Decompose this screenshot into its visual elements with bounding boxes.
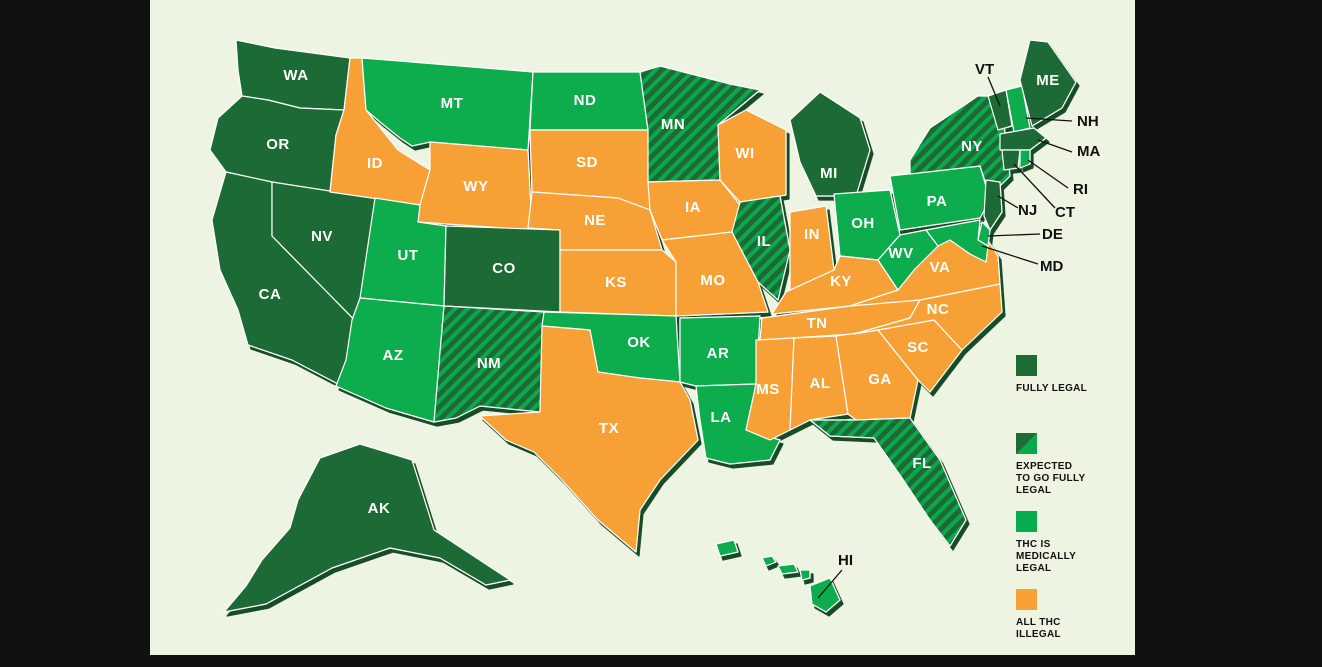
label-CO: CO (492, 260, 516, 277)
leader-NH (1025, 117, 1073, 122)
label-PA: PA (927, 193, 948, 210)
legend-swatch-fully_legal (1016, 355, 1037, 376)
leader-HI (817, 569, 843, 599)
state-HI[interactable] (809, 577, 841, 613)
state-HI-island-1[interactable] (761, 555, 777, 567)
legend-label-medical: THC IS MEDICALLY LEGAL (1016, 539, 1077, 574)
leader-RI (1027, 159, 1069, 189)
legend-item-illegal: ALL THC ILLEGAL (1016, 589, 1126, 667)
label-DE: DE (1042, 226, 1063, 243)
label-ND: ND (574, 92, 597, 109)
state-NJ[interactable] (983, 179, 1003, 231)
label-CA: CA (259, 286, 282, 303)
label-MD: MD (1040, 258, 1063, 275)
label-KY: KY (830, 273, 852, 290)
legend-item-expected: EXPECTED TO GO FULLY LEGAL (1016, 433, 1126, 511)
legend-swatch-expected (1016, 433, 1037, 454)
label-UT: UT (398, 247, 419, 264)
state-MA[interactable] (999, 127, 1047, 151)
label-TX: TX (599, 420, 619, 437)
label-WY: WY (463, 178, 488, 195)
label-NY: NY (961, 138, 983, 155)
label-MT: MT (441, 95, 464, 112)
label-NV: NV (311, 228, 333, 245)
legend-label-illegal: ALL THC ILLEGAL (1016, 617, 1061, 640)
label-NC: NC (927, 301, 950, 318)
state-ME[interactable] (1019, 39, 1077, 127)
legend-item-fully_legal: FULLY LEGAL (1016, 355, 1126, 433)
label-MO: MO (700, 272, 725, 289)
label-AL: AL (810, 375, 831, 392)
leader-CT (1013, 163, 1056, 209)
label-AZ: AZ (383, 347, 404, 364)
label-LA: LA (711, 409, 732, 426)
state-HI-island-3[interactable] (799, 569, 811, 581)
us-map: WA OR CA NV ID MT WY UT CO AZ NM ND SD N… (209, 39, 1100, 613)
leader-MA (1037, 139, 1073, 153)
label-WA: WA (283, 67, 308, 84)
legend-swatch-illegal (1016, 589, 1037, 610)
label-NE: NE (584, 212, 606, 229)
label-RI: RI (1073, 181, 1088, 198)
state-HI-island-4[interactable] (715, 539, 739, 557)
label-NH: NH (1077, 113, 1099, 130)
legend-item-medical: THC IS MEDICALLY LEGAL (1016, 511, 1126, 589)
label-OH: OH (851, 215, 875, 232)
state-HI-island-2[interactable] (777, 563, 799, 575)
state-NC[interactable] (853, 283, 1003, 351)
leader-VT (987, 76, 1001, 107)
leader-DE (987, 233, 1041, 237)
label-SC: SC (907, 339, 929, 356)
label-MA: MA (1077, 143, 1100, 160)
label-AR: AR (707, 345, 730, 362)
label-KS: KS (605, 274, 627, 291)
label-HI: HI (838, 552, 853, 569)
label-IL: IL (757, 233, 771, 250)
label-AK: AK (368, 500, 391, 517)
label-WV: WV (888, 245, 913, 262)
label-MI: MI (820, 165, 838, 182)
state-FL[interactable] (809, 417, 967, 547)
legend-label-expected: EXPECTED TO GO FULLY LEGAL (1016, 461, 1086, 496)
label-TN: TN (807, 315, 828, 332)
label-CT: CT (1055, 204, 1075, 221)
leader-NJ (997, 195, 1019, 209)
label-NJ: NJ (1018, 202, 1037, 219)
state-VT[interactable] (987, 89, 1013, 131)
leader-MD (981, 245, 1039, 265)
legend: FULLY LEGAL EXPECTED TO GO FULLY LEGAL THC… (1016, 355, 1126, 667)
state-AL[interactable] (789, 335, 849, 431)
legend-label-fully_legal: FULLY LEGAL (1016, 383, 1088, 394)
label-MS: MS (756, 381, 780, 398)
map-frame: WA OR CA NV ID MT WY UT CO AZ NM ND SD N… (150, 0, 1135, 655)
state-TX[interactable] (479, 325, 699, 553)
label-GA: GA (868, 371, 892, 388)
state-MD[interactable] (925, 219, 989, 263)
state-RI[interactable] (1019, 149, 1031, 169)
label-IA: IA (685, 199, 701, 216)
label-OR: OR (266, 136, 290, 153)
label-WI: WI (735, 145, 754, 162)
state-MI[interactable] (789, 91, 871, 197)
label-VT: VT (975, 61, 994, 78)
label-OK: OK (627, 334, 651, 351)
label-VA: VA (930, 259, 951, 276)
label-ID: ID (367, 155, 383, 172)
label-IN: IN (804, 226, 820, 243)
legend-swatch-medical (1016, 511, 1037, 532)
state-WI[interactable] (717, 109, 787, 203)
label-MN: MN (661, 116, 685, 133)
label-ME: ME (1036, 72, 1060, 89)
label-NM: NM (477, 355, 501, 372)
label-SD: SD (576, 154, 598, 171)
state-AK[interactable] (223, 443, 511, 613)
state-IL[interactable] (731, 195, 791, 301)
label-FL: FL (912, 455, 931, 472)
